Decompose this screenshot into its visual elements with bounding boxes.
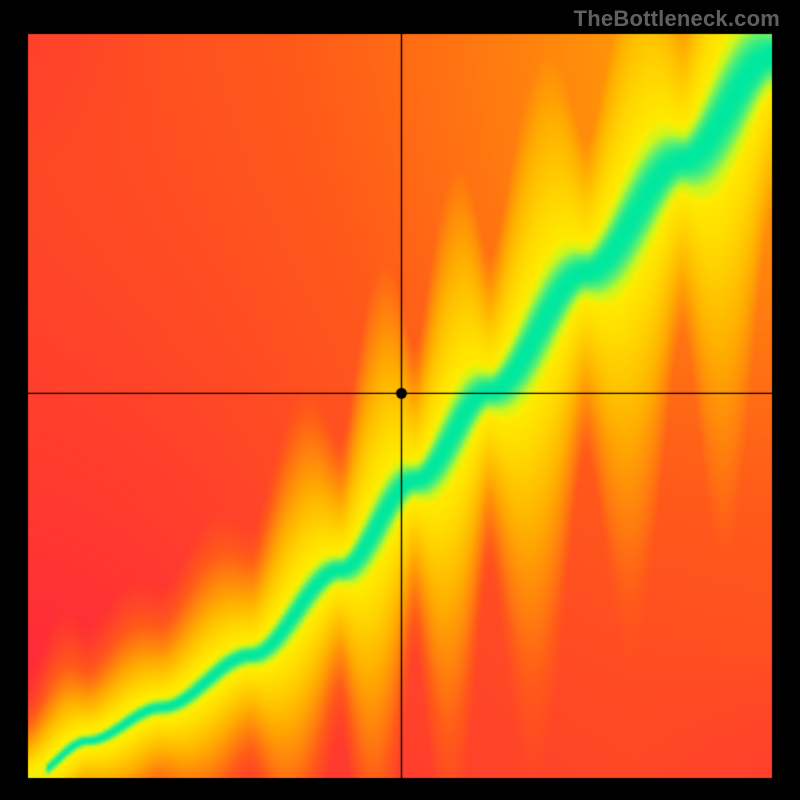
chart-container: TheBottleneck.com [0,0,800,800]
watermark-text: TheBottleneck.com [574,6,780,32]
bottleneck-heatmap [0,0,800,800]
